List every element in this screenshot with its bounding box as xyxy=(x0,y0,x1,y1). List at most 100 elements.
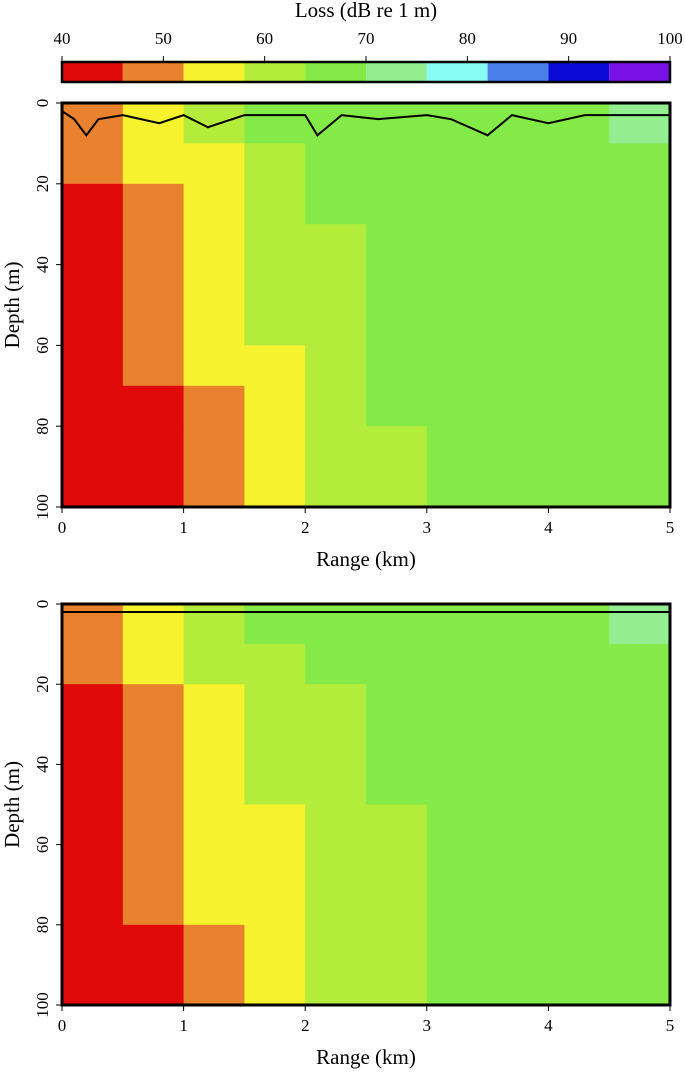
loss-cell xyxy=(183,644,245,685)
loss-cell xyxy=(62,264,124,306)
loss-cell xyxy=(426,466,489,508)
x-tick-label: 5 xyxy=(666,1016,675,1035)
loss-cell xyxy=(122,724,185,765)
loss-cell xyxy=(548,684,610,725)
loss-cell xyxy=(366,724,428,765)
loss-cell xyxy=(366,224,428,266)
loss-cell xyxy=(487,764,549,805)
loss-cell xyxy=(548,804,610,846)
loss-cell xyxy=(366,964,428,1006)
loss-cell xyxy=(183,426,245,468)
loss-cell xyxy=(366,345,428,387)
loss-cell xyxy=(487,305,549,346)
loss-cell xyxy=(62,724,124,765)
y-tick-label: 80 xyxy=(33,418,52,435)
loss-cell xyxy=(548,724,610,765)
loss-cell xyxy=(609,764,671,805)
loss-cell xyxy=(426,143,489,185)
loss-cell xyxy=(366,466,428,508)
plot-frame xyxy=(60,101,672,509)
loss-cell xyxy=(183,964,245,1006)
loss-cell xyxy=(609,724,671,765)
loss-cell xyxy=(244,604,306,645)
loss-cell xyxy=(183,103,245,144)
loss-cell xyxy=(305,426,367,468)
loss-cell xyxy=(183,305,245,346)
loss-cell xyxy=(426,724,489,765)
loss-cell xyxy=(305,103,367,144)
loss-cell xyxy=(122,764,185,805)
loss-cell xyxy=(244,224,306,266)
loss-cell xyxy=(305,224,367,266)
loss-cell xyxy=(305,684,367,725)
x-axis-label: Range (km) xyxy=(316,1045,416,1069)
loss-cell xyxy=(548,604,610,645)
loss-cell xyxy=(183,183,245,225)
loss-cell xyxy=(305,466,367,508)
loss-cell xyxy=(305,604,367,645)
loss-cell xyxy=(244,183,306,225)
loss-cell xyxy=(487,103,549,144)
loss-cell xyxy=(183,345,245,387)
x-axis-label: Range (km) xyxy=(316,547,416,571)
color-bin xyxy=(62,62,123,82)
loss-cell xyxy=(366,305,428,346)
loss-cell xyxy=(548,264,610,306)
loss-cell xyxy=(305,264,367,306)
x-tick-label: 0 xyxy=(58,518,67,537)
loss-cell xyxy=(244,264,306,306)
loss-cell xyxy=(366,804,428,846)
surface-line xyxy=(61,110,670,137)
loss-cell xyxy=(426,345,489,387)
loss-cell xyxy=(366,183,428,225)
loss-cell xyxy=(487,224,549,266)
loss-cell xyxy=(426,924,489,966)
loss-cell xyxy=(426,183,489,225)
loss-cell xyxy=(487,466,549,508)
x-tick-label: 2 xyxy=(301,518,310,537)
loss-cell xyxy=(426,844,489,886)
loss-cell xyxy=(62,964,124,1006)
loss-cell xyxy=(609,466,671,508)
loss-cell xyxy=(548,183,610,225)
loss-cell xyxy=(487,844,549,886)
loss-cell xyxy=(487,924,549,966)
loss-cell xyxy=(305,345,367,387)
loss-cell xyxy=(62,426,124,468)
loss-cell xyxy=(62,924,124,966)
loss-cell xyxy=(183,684,245,725)
loss-cell xyxy=(122,804,185,846)
y-tick-label: 60 xyxy=(33,337,52,354)
y-tick-label: 60 xyxy=(33,836,52,853)
loss-cell xyxy=(487,345,549,387)
plot-frame xyxy=(60,602,672,1007)
y-axis-label: Depth (m) xyxy=(0,262,24,349)
loss-cell xyxy=(366,644,428,685)
tick-label: 80 xyxy=(459,29,476,48)
loss-cell xyxy=(487,264,549,306)
loss-cell xyxy=(609,804,671,846)
y-tick-label: 20 xyxy=(33,175,52,192)
loss-cell xyxy=(548,385,610,427)
y-tick-label: 40 xyxy=(33,256,52,273)
loss-cell xyxy=(487,143,549,185)
loss-cell xyxy=(122,644,185,685)
loss-cell xyxy=(62,305,124,346)
loss-cell xyxy=(244,345,306,387)
loss-cell xyxy=(426,964,489,1006)
loss-cell xyxy=(426,426,489,468)
colorbar-title: Loss (dB re 1 m) xyxy=(295,0,437,22)
loss-cell xyxy=(487,385,549,427)
y-tick-label: 0 xyxy=(33,600,52,609)
loss-cell xyxy=(122,224,185,266)
loss-cell xyxy=(609,224,671,266)
loss-cell xyxy=(548,305,610,346)
x-tick-label: 5 xyxy=(666,518,675,537)
color-bin xyxy=(244,62,306,82)
loss-cell xyxy=(62,143,124,185)
y-tick-label: 40 xyxy=(33,756,52,773)
color-bin xyxy=(183,62,245,82)
loss-cell xyxy=(548,426,610,468)
tick-label: 50 xyxy=(155,29,172,48)
